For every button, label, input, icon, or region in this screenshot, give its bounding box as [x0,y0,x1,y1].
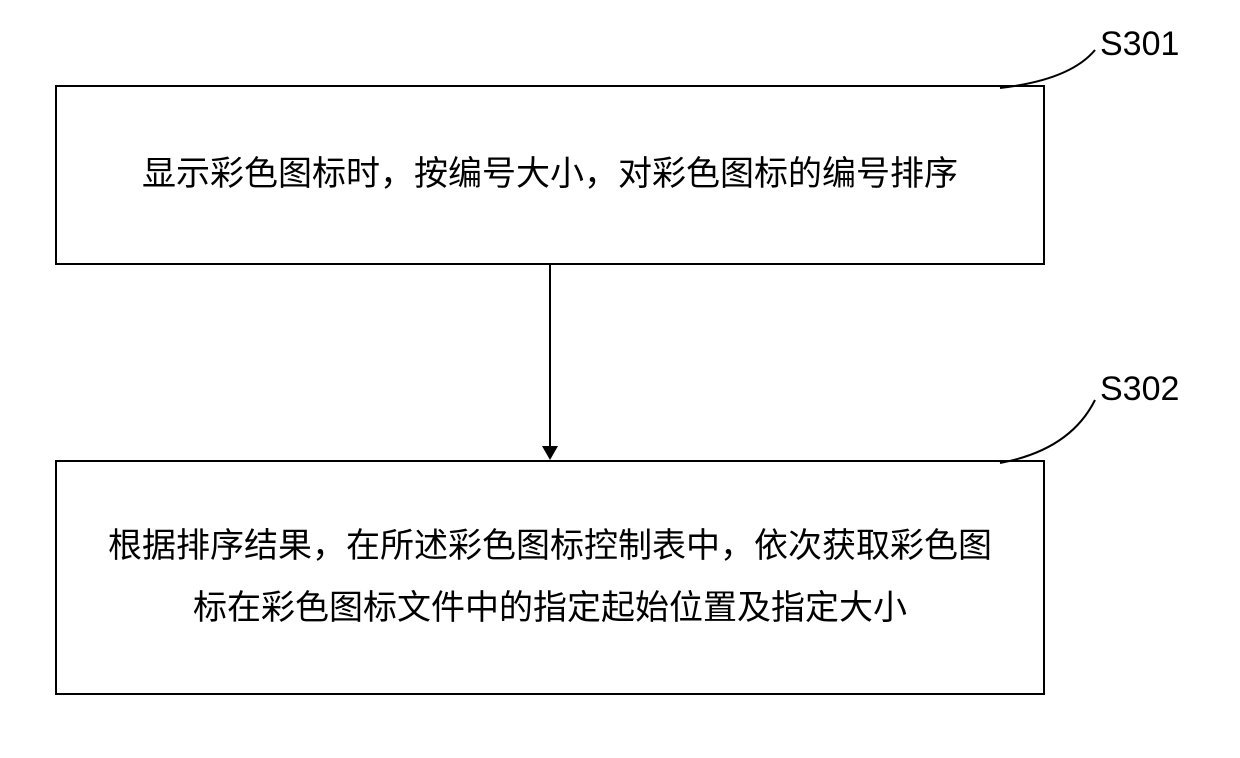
step-label-s302: S302 [1100,370,1179,409]
flow-arrow-line [549,265,551,446]
flow-step-s302-text: 根据排序结果，在所述彩色图标控制表中，依次获取彩色图标在彩色图标文件中的指定起始… [97,516,1003,638]
flow-arrow-head [542,446,558,460]
flow-step-s301-text: 显示彩色图标时，按编号大小，对彩色图标的编号排序 [142,144,958,205]
flow-step-s301: 显示彩色图标时，按编号大小，对彩色图标的编号排序 [55,85,1045,265]
flow-step-s302: 根据排序结果，在所述彩色图标控制表中，依次获取彩色图标在彩色图标文件中的指定起始… [55,460,1045,695]
step-label-s301: S301 [1100,25,1179,64]
